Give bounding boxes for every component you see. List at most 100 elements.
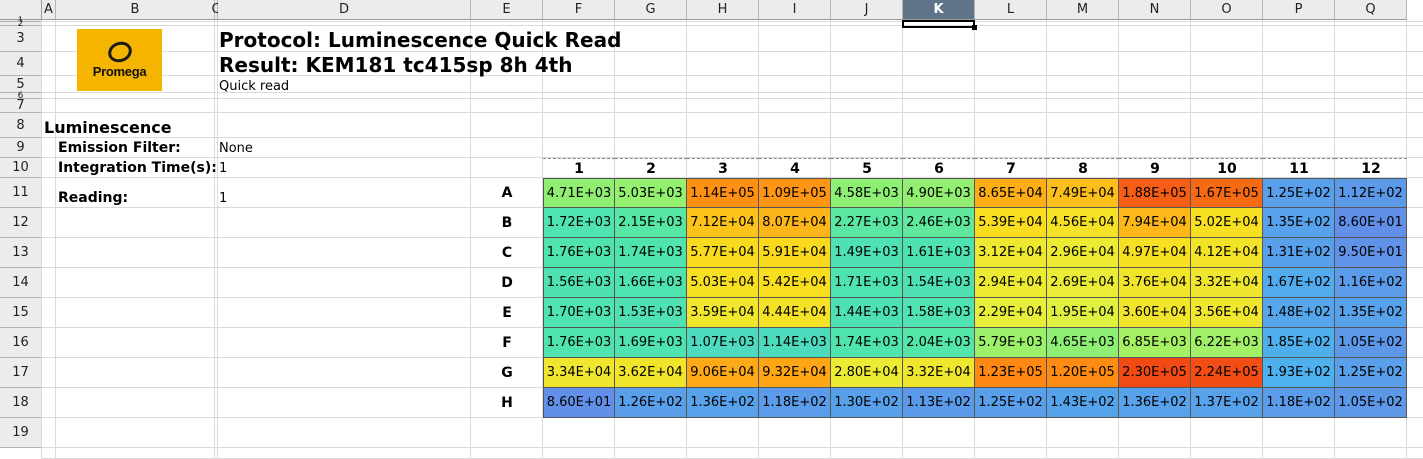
plate-well[interactable]: 3.56E+04 [1191,298,1263,328]
plate-well[interactable]: 2.96E+04 [1047,238,1119,268]
row-header-15[interactable]: 15 [0,298,42,328]
plate-well[interactable]: 5.77E+04 [687,238,759,268]
plate-well[interactable]: 2.15E+03 [615,208,687,238]
plate-well[interactable]: 1.67E+02 [1263,268,1335,298]
plate-well[interactable]: 1.31E+02 [1263,238,1335,268]
column-header-a[interactable]: A [42,0,56,20]
plate-well[interactable]: 1.70E+03 [543,298,615,328]
column-header-i[interactable]: I [759,0,831,20]
plate-well[interactable]: 3.60E+04 [1119,298,1191,328]
plate-well[interactable]: 1.07E+03 [687,328,759,358]
plate-well[interactable]: 1.76E+03 [543,328,615,358]
plate-well[interactable]: 1.93E+02 [1263,358,1335,388]
row-header-13[interactable]: 13 [0,238,42,268]
plate-well[interactable]: 4.97E+04 [1119,238,1191,268]
column-header-h[interactable]: H [687,0,759,20]
column-header-j[interactable]: J [831,0,903,20]
plate-well[interactable]: 4.12E+04 [1191,238,1263,268]
column-header-b[interactable]: B [56,0,215,20]
plate-well[interactable]: 2.46E+03 [903,208,975,238]
plate-well[interactable]: 4.90E+03 [903,178,975,208]
row-header-3[interactable]: 3 [0,26,42,52]
plate-well[interactable]: 5.03E+03 [615,178,687,208]
plate-well[interactable]: 1.43E+02 [1047,388,1119,418]
plate-well[interactable]: 1.72E+03 [543,208,615,238]
plate-well[interactable]: 1.18E+02 [1263,388,1335,418]
plate-well[interactable]: 3.76E+04 [1119,268,1191,298]
column-header-o[interactable]: O [1191,0,1263,20]
plate-well[interactable]: 2.80E+04 [831,358,903,388]
plate-well[interactable]: 5.39E+04 [975,208,1047,238]
plate-well[interactable]: 6.85E+03 [1119,328,1191,358]
row-header-8[interactable]: 8 [0,113,42,138]
plate-well[interactable]: 1.71E+03 [831,268,903,298]
plate-well[interactable]: 1.85E+02 [1263,328,1335,358]
plate-well[interactable]: 1.56E+03 [543,268,615,298]
column-header-c[interactable]: C [211,0,221,20]
plate-well[interactable]: 4.71E+03 [543,178,615,208]
plate-well[interactable]: 7.12E+04 [687,208,759,238]
plate-well[interactable]: 1.95E+04 [1047,298,1119,328]
plate-well[interactable]: 1.25E+02 [1263,178,1335,208]
plate-well[interactable]: 1.30E+02 [831,388,903,418]
cell-cursor[interactable] [902,20,977,30]
row-header-17[interactable]: 17 [0,358,42,388]
plate-well[interactable]: 1.25E+02 [1335,358,1407,388]
select-all-corner[interactable] [0,0,42,20]
column-header-m[interactable]: M [1047,0,1119,20]
plate-well[interactable]: 1.67E+05 [1191,178,1263,208]
plate-well[interactable]: 2.24E+05 [1191,358,1263,388]
plate-well[interactable]: 1.53E+03 [615,298,687,328]
plate-well[interactable]: 9.06E+04 [687,358,759,388]
plate-well[interactable]: 1.25E+02 [975,388,1047,418]
plate-well[interactable]: 1.74E+03 [615,238,687,268]
column-header-d[interactable]: D [218,0,471,20]
plate-well[interactable]: 1.16E+02 [1335,268,1407,298]
plate-well[interactable]: 9.50E+01 [1335,238,1407,268]
plate-well[interactable]: 1.13E+02 [903,388,975,418]
plate-well[interactable]: 1.05E+02 [1335,388,1407,418]
plate-well[interactable]: 3.34E+04 [543,358,615,388]
row-header-4[interactable]: 4 [0,52,42,76]
row-header-12[interactable]: 12 [0,208,42,238]
plate-well[interactable]: 1.61E+03 [903,238,975,268]
plate-well[interactable]: 5.03E+04 [687,268,759,298]
column-header-k[interactable]: K [903,0,975,20]
plate-well[interactable]: 1.37E+02 [1191,388,1263,418]
fill-handle[interactable] [972,25,977,30]
plate-well[interactable]: 4.56E+04 [1047,208,1119,238]
plate-well[interactable]: 1.76E+03 [543,238,615,268]
column-header-e[interactable]: E [471,0,543,20]
plate-well[interactable]: 5.42E+04 [759,268,831,298]
row-header-14[interactable]: 14 [0,268,42,298]
plate-well[interactable]: 8.60E+01 [543,388,615,418]
column-header-g[interactable]: G [615,0,687,20]
column-header-n[interactable]: N [1119,0,1191,20]
plate-well[interactable]: 1.20E+05 [1047,358,1119,388]
column-header-f[interactable]: F [543,0,615,20]
column-header-l[interactable]: L [975,0,1047,20]
plate-well[interactable]: 7.94E+04 [1119,208,1191,238]
plate-well[interactable]: 1.35E+02 [1263,208,1335,238]
plate-well[interactable]: 1.26E+02 [615,388,687,418]
plate-well[interactable]: 2.30E+05 [1119,358,1191,388]
plate-well[interactable]: 1.44E+03 [831,298,903,328]
plate-well[interactable]: 3.32E+04 [1191,268,1263,298]
plate-well[interactable]: 1.36E+02 [1119,388,1191,418]
plate-well[interactable]: 3.59E+04 [687,298,759,328]
row-header-7[interactable]: 7 [0,98,42,113]
plate-well[interactable]: 1.35E+02 [1335,298,1407,328]
row-header-9[interactable]: 9 [0,138,42,158]
plate-well[interactable]: 1.66E+03 [615,268,687,298]
plate-well[interactable]: 1.54E+03 [903,268,975,298]
column-header-p[interactable]: P [1263,0,1335,20]
plate-well[interactable]: 1.58E+03 [903,298,975,328]
plate-well[interactable]: 6.22E+03 [1191,328,1263,358]
plate-well[interactable]: 1.23E+05 [975,358,1047,388]
row-header-19[interactable]: 19 [0,418,42,448]
plate-well[interactable]: 2.27E+03 [831,208,903,238]
plate-well[interactable]: 1.14E+05 [687,178,759,208]
plate-well[interactable]: 8.07E+04 [759,208,831,238]
column-header-q[interactable]: Q [1335,0,1407,20]
